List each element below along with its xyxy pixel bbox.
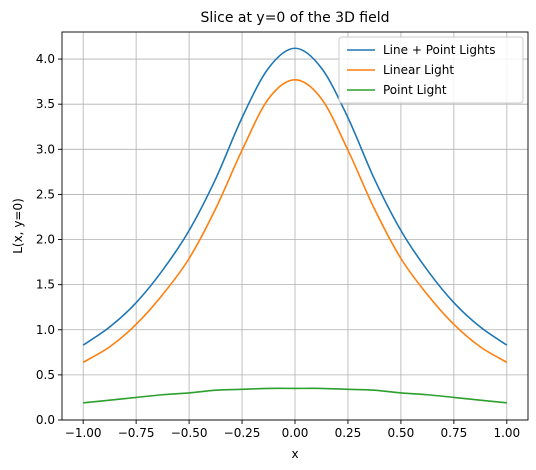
- y-tick-label: 0.5: [36, 368, 55, 382]
- y-tick-label: 3.0: [36, 142, 55, 156]
- y-tick-label: 1.0: [36, 323, 55, 337]
- legend: Line + Point Lights Linear Light Point Lig…: [338, 36, 524, 104]
- y-axis-label: L(x, y=0): [11, 198, 25, 254]
- x-tick-label: −0.75: [118, 426, 155, 440]
- chart-title: Slice at y=0 of the 3D field: [200, 10, 389, 26]
- legend-label-2: Point Light: [383, 83, 447, 97]
- x-tick-label: −1.00: [65, 426, 102, 440]
- series-line-2: [83, 387, 507, 404]
- x-tick-label: −0.50: [171, 426, 208, 440]
- x-tick-label: 0.50: [388, 426, 415, 440]
- y-tick-label: 3.5: [36, 97, 55, 111]
- legend-label-0: Line + Point Lights: [383, 43, 496, 57]
- series-lines: [82, 47, 508, 404]
- y-tick-label: 0.0: [36, 413, 55, 427]
- x-axis-label: x: [291, 447, 298, 461]
- x-tick-label: −0.25: [224, 426, 261, 440]
- x-tick-label: 0.25: [335, 426, 362, 440]
- legend-label-1: Linear Light: [383, 63, 454, 77]
- legend-box: [338, 36, 524, 104]
- series-line-0: [82, 47, 508, 346]
- y-tick-label: 2.5: [36, 187, 55, 201]
- y-tick-label: 2.0: [36, 233, 55, 247]
- y-tick-label: 4.0: [36, 52, 55, 66]
- x-tick-label: 0.00: [282, 426, 309, 440]
- axis-ticks: −1.00 −0.75 −0.50 −0.25 0.00 0.25 0.50 0.75 1.00…: [36, 52, 520, 440]
- x-tick-label: 1.00: [493, 426, 520, 440]
- y-tick-label: 1.5: [36, 278, 55, 292]
- x-tick-label: 0.75: [441, 426, 468, 440]
- series-line-1: [82, 79, 508, 363]
